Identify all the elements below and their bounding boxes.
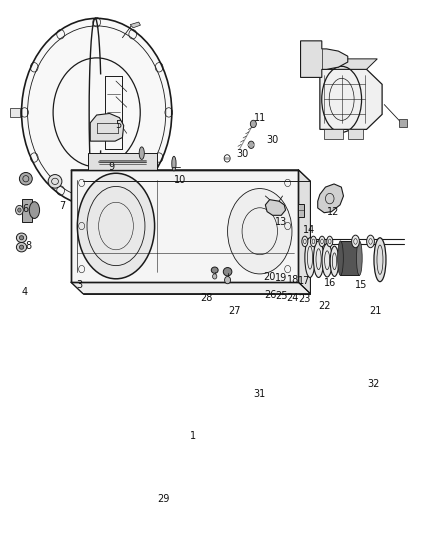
- Text: 23: 23: [298, 294, 310, 304]
- Bar: [348, 130, 364, 139]
- Text: 28: 28: [200, 293, 212, 303]
- Polygon shape: [298, 170, 311, 294]
- Text: 31: 31: [254, 390, 266, 399]
- Bar: [92, 208, 102, 217]
- Ellipse shape: [322, 244, 332, 277]
- Ellipse shape: [48, 175, 62, 188]
- Ellipse shape: [16, 233, 27, 243]
- Ellipse shape: [314, 241, 324, 278]
- Text: 20: 20: [264, 272, 276, 282]
- Polygon shape: [71, 170, 311, 181]
- Text: 12: 12: [327, 207, 339, 216]
- Polygon shape: [21, 199, 32, 222]
- Text: 32: 32: [367, 379, 380, 389]
- Text: 8: 8: [25, 240, 31, 251]
- Ellipse shape: [16, 243, 27, 252]
- Ellipse shape: [78, 173, 155, 279]
- Ellipse shape: [352, 235, 359, 248]
- Polygon shape: [320, 59, 377, 69]
- Ellipse shape: [330, 246, 339, 277]
- Bar: [324, 130, 343, 139]
- Text: 7: 7: [59, 201, 65, 212]
- Polygon shape: [399, 119, 407, 126]
- Polygon shape: [90, 114, 124, 141]
- Text: 18: 18: [287, 274, 299, 285]
- Ellipse shape: [305, 238, 315, 278]
- Polygon shape: [318, 184, 343, 213]
- Text: 26: 26: [264, 290, 277, 300]
- Text: 9: 9: [109, 162, 115, 172]
- Ellipse shape: [228, 189, 292, 274]
- Text: 24: 24: [286, 293, 299, 303]
- Ellipse shape: [367, 235, 374, 248]
- Bar: [340, 241, 359, 276]
- Text: 21: 21: [370, 306, 382, 316]
- Ellipse shape: [319, 236, 325, 247]
- Text: 13: 13: [275, 217, 287, 227]
- Ellipse shape: [374, 238, 386, 281]
- Text: 16: 16: [324, 278, 336, 288]
- Text: 5: 5: [115, 120, 121, 131]
- Ellipse shape: [338, 241, 343, 276]
- Bar: [298, 204, 304, 217]
- Polygon shape: [88, 153, 157, 170]
- Text: 22: 22: [318, 301, 330, 311]
- Ellipse shape: [15, 205, 23, 215]
- Ellipse shape: [225, 277, 230, 284]
- Polygon shape: [71, 170, 298, 282]
- Ellipse shape: [18, 208, 21, 212]
- Text: 17: 17: [298, 276, 310, 286]
- Bar: [10, 108, 20, 117]
- Text: 1: 1: [190, 431, 196, 441]
- Ellipse shape: [139, 147, 144, 159]
- Ellipse shape: [327, 236, 333, 247]
- Text: 15: 15: [354, 280, 367, 290]
- Text: 4: 4: [22, 287, 28, 296]
- Text: 11: 11: [254, 112, 266, 123]
- Ellipse shape: [19, 236, 24, 240]
- Text: 25: 25: [275, 291, 287, 301]
- Text: 10: 10: [174, 175, 187, 185]
- Ellipse shape: [19, 245, 24, 249]
- Polygon shape: [320, 69, 382, 130]
- Ellipse shape: [211, 267, 218, 273]
- Text: 27: 27: [228, 306, 240, 316]
- Polygon shape: [300, 41, 348, 77]
- Text: 29: 29: [157, 494, 170, 504]
- Text: 3: 3: [77, 280, 82, 290]
- Text: 30: 30: [237, 149, 249, 159]
- Ellipse shape: [19, 173, 32, 185]
- Polygon shape: [71, 282, 311, 294]
- Ellipse shape: [212, 274, 217, 279]
- Polygon shape: [130, 22, 141, 28]
- Ellipse shape: [248, 141, 254, 149]
- Ellipse shape: [223, 268, 232, 276]
- Text: 19: 19: [275, 273, 287, 283]
- Text: 30: 30: [267, 135, 279, 145]
- Ellipse shape: [302, 236, 308, 247]
- Ellipse shape: [311, 236, 316, 247]
- Polygon shape: [265, 200, 286, 215]
- Ellipse shape: [29, 201, 39, 219]
- Ellipse shape: [251, 120, 256, 127]
- Ellipse shape: [357, 241, 362, 276]
- Text: 14: 14: [303, 225, 315, 235]
- Text: 6: 6: [22, 204, 28, 214]
- Ellipse shape: [21, 19, 172, 206]
- Ellipse shape: [172, 156, 176, 171]
